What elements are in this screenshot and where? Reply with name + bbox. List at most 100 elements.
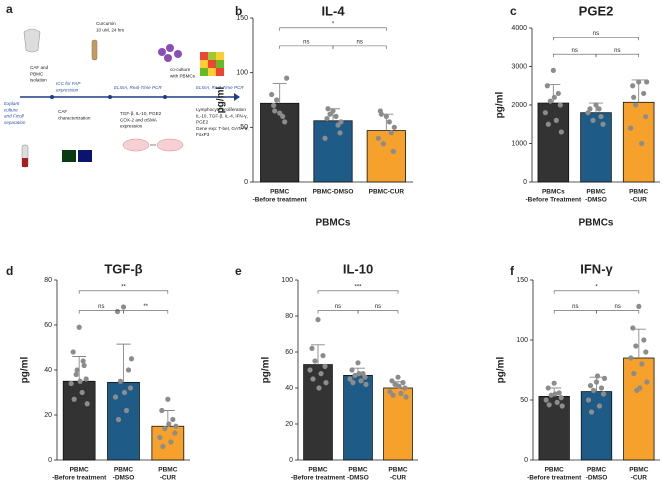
data-point — [159, 407, 165, 414]
data-point — [558, 129, 564, 135]
y-tick-label: 0 — [524, 457, 528, 464]
diagram-label: Lymphocyte proliferation — [196, 107, 246, 112]
data-point — [284, 75, 290, 81]
y-axis-title: pg/ml — [495, 91, 506, 118]
x-tick-label: -CUR — [160, 475, 177, 482]
chart-title: IL-10 — [343, 261, 373, 276]
bar — [383, 387, 413, 461]
significance-bracket — [78, 290, 169, 294]
panel-letter: b — [235, 4, 242, 18]
data-point — [596, 403, 603, 409]
data-point — [628, 125, 634, 131]
data-point — [166, 421, 172, 427]
data-point — [269, 91, 275, 98]
data-point — [277, 110, 283, 116]
data-point — [355, 360, 361, 366]
diagram-label: ICC for FAP — [56, 81, 81, 86]
data-point — [631, 94, 637, 100]
diagram-label: PGE2 — [196, 120, 209, 125]
data-point — [600, 121, 606, 127]
data-point — [544, 83, 550, 89]
data-point — [633, 343, 639, 349]
cell-icon — [164, 54, 172, 62]
bar — [303, 364, 333, 461]
y-tick-label: 20 — [285, 421, 293, 428]
diagram-label: FoxP3 — [196, 132, 210, 137]
bar — [537, 102, 570, 183]
diagram-icons — [20, 28, 240, 168]
significance-bracket — [317, 290, 399, 294]
heatmap-cell — [200, 52, 208, 60]
chart-title: IL-4 — [321, 3, 345, 18]
data-point — [323, 380, 329, 386]
cell-icon — [158, 48, 166, 56]
data-point — [112, 394, 119, 400]
data-point — [160, 443, 166, 450]
bar — [538, 395, 570, 461]
heatmap-cell — [216, 68, 224, 76]
significance-bracket — [123, 310, 169, 314]
bar — [623, 357, 655, 461]
bar — [62, 380, 96, 461]
diagram-label: characterization — [58, 115, 91, 120]
data-point — [363, 381, 369, 387]
timeline-dot — [108, 95, 112, 99]
timeline-dot — [50, 95, 54, 99]
heatmap-cell — [200, 60, 208, 68]
data-point — [168, 439, 174, 445]
y-tick-label: 150 — [236, 15, 248, 22]
blood-icon — [22, 158, 28, 167]
bar — [260, 102, 300, 183]
significance-label: ns — [614, 48, 620, 54]
x-tick-label: PBMC — [587, 467, 606, 474]
data-point — [402, 385, 408, 391]
heatmap-cell — [216, 52, 224, 60]
heatmap-cell — [216, 60, 224, 68]
data-point — [349, 367, 355, 373]
data-point — [337, 130, 343, 136]
icc-image-green — [62, 150, 76, 162]
curcumin-vial — [91, 39, 98, 61]
data-point — [380, 141, 386, 147]
data-point — [396, 383, 402, 389]
data-point — [76, 324, 82, 330]
data-point — [280, 113, 286, 119]
data-point — [633, 102, 639, 108]
data-point — [543, 397, 549, 403]
diagram-label: COX-2 and αSMA — [120, 117, 158, 122]
data-point — [390, 392, 396, 398]
y-tick-label: 1000 — [511, 140, 527, 147]
diagram-label: Explant — [4, 101, 20, 106]
data-point — [80, 358, 86, 364]
dish-icon — [122, 138, 150, 152]
y-tick-label: 20 — [44, 412, 52, 419]
diagram-label: Gene exp: T-bet, GATA-3, — [196, 126, 249, 131]
diagram-label: CAF — [58, 109, 67, 114]
data-point — [128, 356, 135, 362]
significance-label: * — [332, 21, 335, 27]
panel-letter: c — [510, 4, 517, 18]
data-point — [550, 67, 556, 73]
data-point — [282, 119, 288, 125]
data-point — [358, 378, 364, 384]
significance-bracket — [279, 27, 387, 31]
data-point — [316, 385, 322, 391]
data-point — [127, 385, 134, 391]
heatmap-cell — [208, 60, 216, 68]
data-point — [594, 373, 601, 379]
data-point — [125, 367, 132, 373]
significance-label: ns — [571, 48, 577, 54]
data-point — [395, 374, 401, 380]
cell-icon — [174, 50, 182, 58]
x-tick-label: PBMC — [629, 467, 648, 474]
cell-icon — [166, 44, 174, 52]
data-point — [392, 381, 398, 387]
data-point — [551, 380, 557, 386]
data-point — [548, 392, 554, 398]
y-axis-title: pg/ml — [261, 356, 272, 383]
data-point — [631, 371, 637, 377]
y-tick-label: 0 — [244, 179, 248, 186]
significance-label: ns — [375, 304, 381, 310]
data-point — [639, 140, 645, 147]
